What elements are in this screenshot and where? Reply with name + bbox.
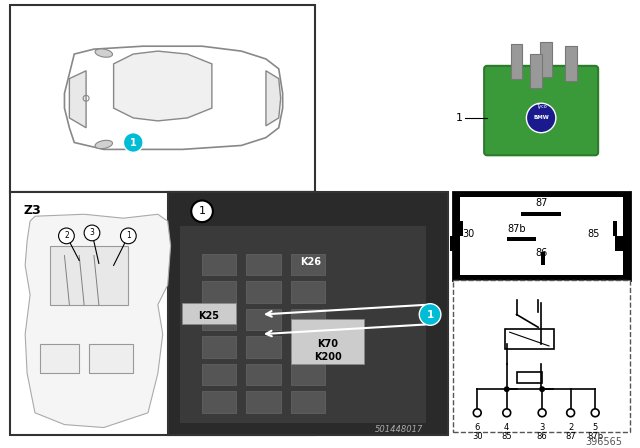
Circle shape (526, 103, 556, 133)
Bar (202, 364, 236, 385)
Bar (613, 221, 617, 236)
Circle shape (120, 228, 136, 244)
Text: 85: 85 (588, 229, 600, 239)
Bar (507, 237, 536, 241)
Bar (291, 309, 325, 330)
Text: 1: 1 (130, 138, 136, 147)
Bar (615, 236, 625, 250)
Bar (246, 391, 281, 413)
Text: 87: 87 (535, 198, 547, 208)
Bar (452, 5, 630, 192)
PathPatch shape (266, 71, 281, 126)
Text: K70: K70 (317, 339, 339, 349)
Text: 4: 4 (504, 422, 509, 431)
Bar (564, 46, 577, 81)
Bar (541, 252, 545, 265)
Text: K25: K25 (198, 311, 220, 322)
Bar (452, 280, 630, 432)
PathPatch shape (69, 71, 86, 128)
Bar (531, 54, 542, 88)
Text: 2: 2 (64, 231, 69, 241)
Circle shape (539, 386, 545, 392)
Text: Z3: Z3 (23, 204, 41, 217)
Text: 1: 1 (198, 207, 205, 216)
Text: 85: 85 (501, 432, 512, 441)
Bar (202, 391, 236, 413)
Bar (182, 303, 236, 324)
Ellipse shape (95, 140, 113, 149)
Bar (291, 364, 325, 385)
Bar (89, 344, 133, 374)
Bar (452, 192, 630, 280)
Text: 1: 1 (456, 113, 463, 123)
Text: 396565: 396565 (586, 437, 623, 448)
Circle shape (538, 409, 546, 417)
Text: 87b: 87b (508, 224, 526, 234)
Bar (10, 5, 315, 192)
Bar (10, 192, 315, 435)
Circle shape (191, 201, 213, 222)
Bar (202, 336, 236, 358)
Text: 3: 3 (540, 422, 545, 431)
Text: 1: 1 (126, 231, 131, 241)
Circle shape (124, 133, 143, 152)
Text: 86: 86 (535, 247, 547, 258)
Bar (291, 281, 325, 303)
Bar (202, 309, 236, 330)
Text: 6: 6 (475, 422, 480, 431)
Circle shape (419, 304, 441, 325)
Bar (202, 254, 236, 275)
Bar (291, 391, 325, 413)
Circle shape (591, 409, 599, 417)
Bar (168, 192, 448, 435)
Bar (460, 197, 623, 275)
Text: 87: 87 (565, 432, 576, 441)
Text: 501448017: 501448017 (374, 425, 423, 434)
Bar (291, 254, 325, 275)
Bar (246, 309, 281, 330)
PathPatch shape (114, 51, 212, 121)
Text: 86: 86 (537, 432, 547, 441)
Text: 2: 2 (568, 422, 573, 431)
Bar (450, 236, 460, 250)
Bar (511, 44, 522, 79)
Text: Tyco: Tyco (536, 103, 547, 109)
Bar (40, 344, 79, 374)
PathPatch shape (25, 214, 171, 427)
Text: K200: K200 (314, 352, 342, 362)
Text: 3: 3 (90, 228, 95, 237)
Text: 30: 30 (463, 229, 475, 239)
FancyBboxPatch shape (484, 66, 598, 155)
Ellipse shape (95, 49, 113, 57)
Text: BMW: BMW (533, 116, 549, 121)
Circle shape (59, 228, 74, 244)
Bar (180, 226, 426, 422)
Bar (540, 42, 552, 77)
Bar (522, 212, 561, 216)
Bar (246, 281, 281, 303)
Circle shape (84, 225, 100, 241)
PathPatch shape (65, 46, 283, 149)
Bar (516, 371, 542, 383)
Circle shape (503, 409, 511, 417)
Bar (246, 364, 281, 385)
Text: 87b: 87b (587, 432, 604, 441)
Bar (202, 281, 236, 303)
Text: 30: 30 (472, 432, 483, 441)
Text: 5: 5 (593, 422, 598, 431)
Text: 1: 1 (426, 310, 434, 319)
Bar (460, 221, 463, 236)
Circle shape (566, 409, 575, 417)
Bar (291, 319, 364, 364)
Circle shape (474, 409, 481, 417)
Bar (246, 336, 281, 358)
Bar (505, 329, 554, 349)
Bar (246, 254, 281, 275)
Text: K26: K26 (300, 258, 321, 267)
Bar (291, 336, 325, 358)
Circle shape (504, 386, 509, 392)
Bar (50, 246, 129, 305)
